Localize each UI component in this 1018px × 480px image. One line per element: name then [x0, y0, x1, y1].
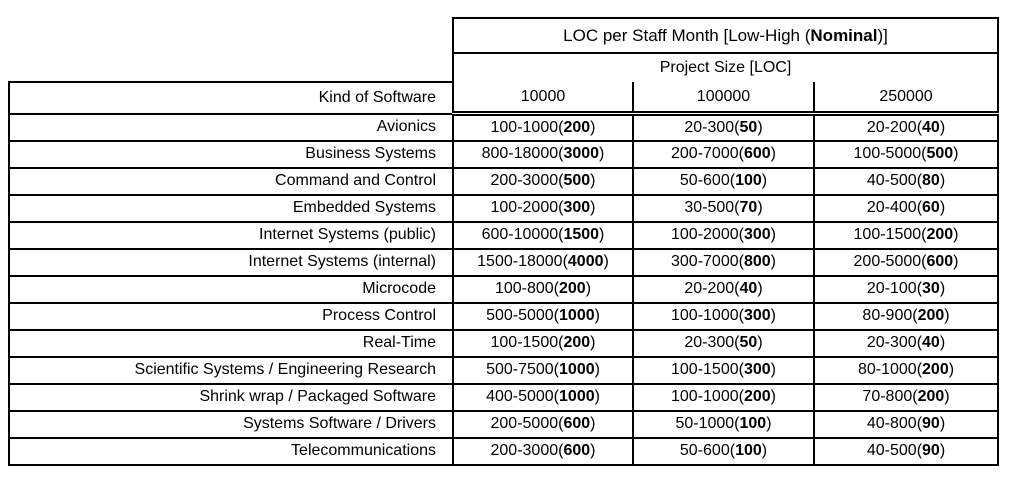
loc-cell: 100-1000(200): [452, 112, 634, 142]
loc-per-staff-month-table-wrapper: LOC per Staff Month [Low-High (Nominal)]…: [8, 17, 1000, 466]
loc-cell: 50-600(100): [632, 436, 815, 466]
loc-cell: 600-10000(1500): [452, 220, 634, 250]
project-size-label: Project Size [LOC]: [451, 53, 1000, 82]
kind-of-software-header: Kind of Software: [8, 81, 454, 115]
table-row-process-control: Process Control 500-5000(1000) 100-1000(…: [8, 301, 1000, 331]
loc-cell: 20-300(50): [632, 328, 815, 358]
loc-cell: 40-500(80): [812, 166, 1000, 196]
row-kind-label: Microcode: [8, 274, 454, 304]
loc-cell: 20-200(40): [812, 112, 1000, 142]
loc-cell: 200-7000(600): [632, 139, 815, 169]
table-title: LOC per Staff Month [Low-High (Nominal)]: [451, 17, 1000, 54]
row-kind-label: Internet Systems (internal): [8, 247, 454, 277]
loc-cell: 100-1000(300): [632, 301, 815, 331]
row-kind-label: Shrink wrap / Packaged Software: [8, 382, 454, 412]
loc-cell: 20-300(50): [632, 112, 815, 142]
loc-cell: 20-100(30): [812, 274, 1000, 304]
loc-cell: 800-18000(3000): [452, 139, 634, 169]
table-row-internet-systems-internal: Internet Systems (internal) 1500-18000(4…: [8, 247, 1000, 277]
row-kind-label: Process Control: [8, 301, 454, 331]
loc-cell: 100-2000(300): [632, 220, 815, 250]
loc-cell: 80-900(200): [812, 301, 1000, 331]
loc-cell: 1500-18000(4000): [452, 247, 634, 277]
loc-cell: 100-1000(200): [632, 382, 815, 412]
loc-cell: 70-800(200): [812, 382, 1000, 412]
table-title-bold-text: Nominal: [810, 25, 878, 45]
table-row-command-and-control: Command and Control 200-3000(500) 50-600…: [8, 166, 1000, 196]
loc-cell: 30-500(70): [632, 193, 815, 223]
size-header-250000: 250000: [812, 82, 1000, 116]
row-kind-label: Real-Time: [8, 328, 454, 358]
loc-per-staff-month-table: LOC per Staff Month [Low-High (Nominal)]…: [8, 17, 1000, 466]
row-kind-label: Business Systems: [8, 139, 454, 169]
loc-cell: 20-200(40): [632, 274, 815, 304]
table-row-telecommunications: Telecommunications 200-3000(600) 50-600(…: [8, 436, 1000, 466]
loc-cell: 100-1500(200): [452, 328, 634, 358]
title-row: LOC per Staff Month [Low-High (Nominal)]: [9, 17, 1000, 54]
row-kind-label: Scientific Systems / Engineering Researc…: [8, 355, 454, 385]
row-kind-label: Avionics: [8, 112, 454, 142]
loc-cell: 200-5000(600): [812, 247, 1000, 277]
loc-cell: 20-300(40): [812, 328, 1000, 358]
loc-cell: 200-5000(600): [452, 409, 634, 439]
loc-cell: 300-7000(800): [632, 247, 815, 277]
table-row-systems-software: Systems Software / Drivers 200-5000(600)…: [8, 409, 1000, 439]
loc-cell: 100-800(200): [452, 274, 634, 304]
loc-cell: 100-2000(300): [452, 193, 634, 223]
size-header-10000: 10000: [452, 82, 634, 116]
table-row-embedded-systems: Embedded Systems 100-2000(300) 30-500(70…: [8, 193, 1000, 223]
loc-cell: 200-3000(500): [452, 166, 634, 196]
size-header-100000: 100000: [632, 82, 815, 116]
table-title-suffix-text: )]: [877, 25, 888, 45]
row-kind-label: Embedded Systems: [8, 193, 454, 223]
table-row-avionics: Avionics 100-1000(200) 20-300(50) 20-200…: [8, 112, 1000, 142]
column-header-row: Kind of Software 10000 100000 250000: [8, 81, 1000, 116]
loc-cell: 50-1000(100): [632, 409, 815, 439]
loc-cell: 80-1000(200): [812, 355, 1000, 385]
project-size-row: Project Size [LOC]: [9, 53, 1000, 82]
table-row-real-time: Real-Time 100-1500(200) 20-300(50) 20-30…: [8, 328, 1000, 358]
loc-cell: 500-5000(1000): [452, 301, 634, 331]
table-row-shrink-wrap: Shrink wrap / Packaged Software 400-5000…: [8, 382, 1000, 412]
loc-cell: 100-5000(500): [812, 139, 1000, 169]
table-row-microcode: Microcode 100-800(200) 20-200(40) 20-100…: [8, 274, 1000, 304]
blank-region: [9, 18, 453, 53]
loc-cell: 400-5000(1000): [452, 382, 634, 412]
table-row-business-systems: Business Systems 800-18000(3000) 200-700…: [8, 139, 1000, 169]
loc-cell: 50-600(100): [632, 166, 815, 196]
table-row-scientific-systems: Scientific Systems / Engineering Researc…: [8, 355, 1000, 385]
row-kind-label: Systems Software / Drivers: [8, 409, 454, 439]
loc-cell: 40-500(90): [812, 436, 1000, 466]
row-kind-label: Telecommunications: [8, 436, 454, 466]
table-row-internet-systems-public: Internet Systems (public) 600-10000(1500…: [8, 220, 1000, 250]
loc-cell: 40-800(90): [812, 409, 1000, 439]
loc-cell: 20-400(60): [812, 193, 1000, 223]
loc-cell: 100-1500(300): [632, 355, 815, 385]
loc-cell: 100-1500(200): [812, 220, 1000, 250]
blank-region: [9, 53, 453, 82]
loc-cell: 200-3000(600): [452, 436, 634, 466]
loc-cell: 500-7500(1000): [452, 355, 634, 385]
table-title-text: LOC per Staff Month [Low-High (: [563, 25, 811, 45]
row-kind-label: Command and Control: [8, 166, 454, 196]
row-kind-label: Internet Systems (public): [8, 220, 454, 250]
